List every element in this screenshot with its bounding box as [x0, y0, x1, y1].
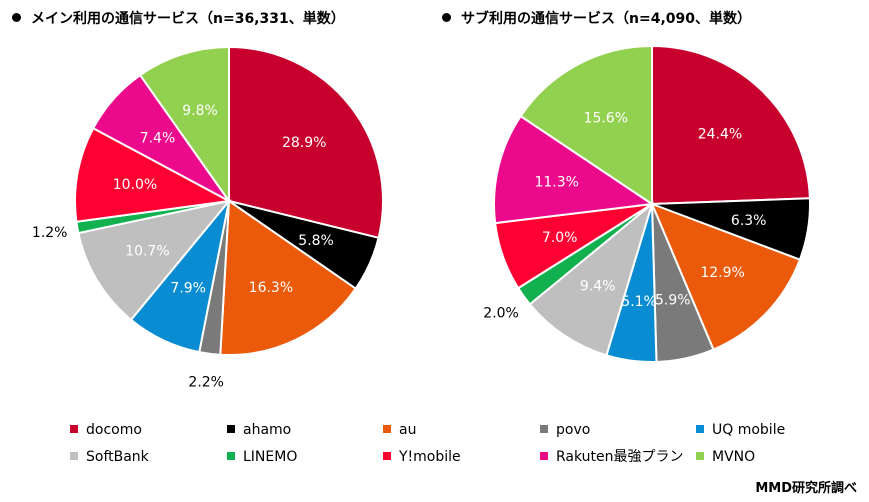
- legend-swatch: [540, 452, 548, 460]
- pie-slice-au: [650, 202, 802, 351]
- legend-item: Rakuten最強プラン: [540, 447, 684, 467]
- data-label: 7.4%: [140, 131, 176, 147]
- pie-slice-mvno: [519, 44, 653, 206]
- legend-item: ahamo: [227, 420, 291, 440]
- data-label: 6.3%: [731, 213, 767, 229]
- data-label: 10.0%: [113, 177, 157, 193]
- source-credit: MMD研究所調べ: [755, 481, 857, 496]
- pie-slice-docomo: [651, 44, 811, 206]
- chart-title-sub-text: サブ利用の通信サービス（n=4,090、単数）: [461, 11, 751, 27]
- legend-swatch: [70, 425, 78, 433]
- data-label: 11.3%: [534, 174, 578, 190]
- pie-charts: 28.9% 5.8% 16.3% 2.2% 7.9% 10.7% 1.2% 10.0% 7.4%…: [32, 44, 811, 391]
- legend-item: SoftBank: [70, 447, 149, 467]
- data-label: 5.8%: [298, 233, 334, 249]
- data-label: 9.4%: [580, 279, 616, 295]
- legend-label: LINEMO: [243, 449, 298, 465]
- legend-item: docomo: [70, 420, 142, 440]
- bullet-icon: [12, 13, 21, 22]
- legend-label: MVNO: [712, 449, 756, 465]
- legend-label: ahamo: [243, 422, 292, 438]
- legend-label: SoftBank: [86, 449, 149, 465]
- pie-slice-rakuten: [493, 114, 655, 225]
- pie-slice-softbank: [528, 201, 654, 357]
- legend-label: UQ mobile: [712, 422, 786, 438]
- data-label: 1.2%: [32, 225, 68, 241]
- data-label: 5.1%: [621, 294, 657, 310]
- data-label: 7.9%: [170, 280, 206, 296]
- pie-main: 28.9% 5.8% 16.3% 2.2% 7.9% 10.7% 1.2% 10.0% 7.4%…: [32, 45, 384, 391]
- legend-label: docomo: [86, 422, 142, 438]
- data-label: 2.2%: [188, 375, 224, 391]
- pie-slice-softbank: [77, 199, 232, 322]
- legend-item: povo: [540, 420, 590, 440]
- pie-slice-mvno: [138, 45, 230, 205]
- legend-swatch: [383, 452, 391, 460]
- bullet-icon: [442, 13, 451, 22]
- legend-swatch: [696, 425, 704, 433]
- chart-title-main: メイン利用の通信サービス（n=36,331、単数）: [12, 8, 345, 28]
- data-label: 12.9%: [700, 265, 744, 281]
- legend-label: Rakuten最強プラン: [556, 449, 684, 465]
- data-label: 5.9%: [655, 293, 691, 309]
- legend-item: UQ mobile: [696, 420, 785, 440]
- legend-swatch: [227, 425, 235, 433]
- chart-title-sub: サブ利用の通信サービス（n=4,090、単数）: [442, 8, 751, 28]
- legend-item: LINEMO: [227, 447, 297, 467]
- data-label: 10.7%: [125, 244, 169, 260]
- pie-slice-au: [219, 199, 358, 356]
- legend-swatch: [70, 452, 78, 460]
- data-label: 16.3%: [249, 280, 293, 296]
- legend-item: MVNO: [696, 447, 755, 467]
- data-label: 24.4%: [698, 127, 742, 143]
- legend-swatch: [227, 452, 235, 460]
- legend-swatch: [383, 425, 391, 433]
- data-label: 7.0%: [542, 230, 578, 246]
- legend-item: au: [383, 420, 416, 440]
- legend-item: Y!mobile: [383, 447, 461, 467]
- legend-label: Y!mobile: [399, 449, 461, 465]
- chart-title-main-text: メイン利用の通信サービス（n=36,331、単数）: [31, 11, 345, 27]
- legend-label: povo: [556, 422, 591, 438]
- data-label: 28.9%: [282, 135, 326, 151]
- legend-swatch: [540, 425, 548, 433]
- pie-sub: 24.4% 6.3% 12.9% 5.9%5.1% 9.4% 2.0% 7.0% 11.3% 1…: [483, 44, 811, 363]
- data-label: 9.8%: [182, 103, 218, 119]
- data-label: 15.6%: [584, 111, 628, 127]
- data-label: 2.0%: [483, 306, 519, 322]
- pie-slice-docomo: [228, 45, 384, 240]
- pie-slice-y-mobile: [74, 126, 233, 223]
- legend-label: au: [399, 422, 417, 438]
- legend-swatch: [696, 452, 704, 460]
